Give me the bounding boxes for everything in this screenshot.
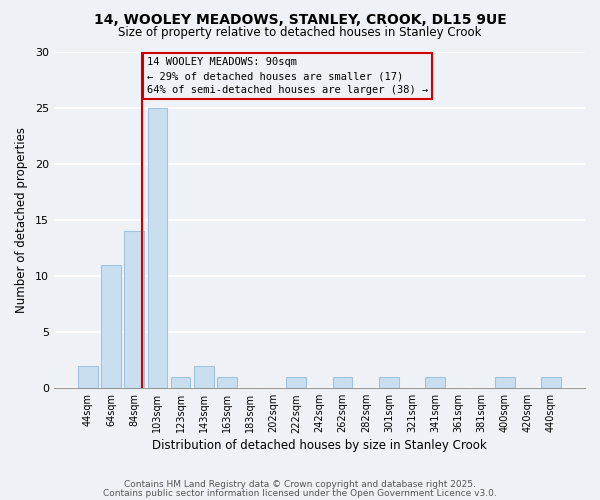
Bar — [379, 377, 399, 388]
Bar — [124, 231, 144, 388]
Y-axis label: Number of detached properties: Number of detached properties — [15, 127, 28, 313]
Bar — [217, 377, 236, 388]
Text: 14 WOOLEY MEADOWS: 90sqm
← 29% of detached houses are smaller (17)
64% of semi-d: 14 WOOLEY MEADOWS: 90sqm ← 29% of detach… — [147, 57, 428, 95]
Bar — [78, 366, 98, 388]
Bar — [541, 377, 561, 388]
Bar — [101, 264, 121, 388]
Bar — [495, 377, 515, 388]
Bar — [148, 108, 167, 388]
Text: Contains public sector information licensed under the Open Government Licence v3: Contains public sector information licen… — [103, 488, 497, 498]
Text: 14, WOOLEY MEADOWS, STANLEY, CROOK, DL15 9UE: 14, WOOLEY MEADOWS, STANLEY, CROOK, DL15… — [94, 12, 506, 26]
Bar — [425, 377, 445, 388]
Bar — [286, 377, 306, 388]
Bar — [194, 366, 214, 388]
Text: Size of property relative to detached houses in Stanley Crook: Size of property relative to detached ho… — [118, 26, 482, 39]
X-axis label: Distribution of detached houses by size in Stanley Crook: Distribution of detached houses by size … — [152, 440, 487, 452]
Text: Contains HM Land Registry data © Crown copyright and database right 2025.: Contains HM Land Registry data © Crown c… — [124, 480, 476, 489]
Bar — [170, 377, 190, 388]
Bar — [333, 377, 352, 388]
